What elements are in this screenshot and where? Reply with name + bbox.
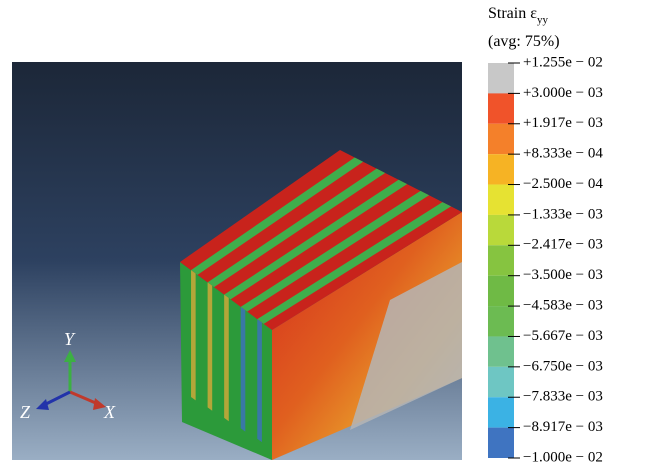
legend-title: Strain εyy xyxy=(488,5,548,26)
legend-swatch xyxy=(488,367,514,397)
axis-label-z: Z xyxy=(20,402,31,422)
legend-label: −1.000e − 02 xyxy=(523,449,603,465)
legend-swatch xyxy=(488,154,514,184)
page: {"legend": {"title_main": "Strain ε", "t… xyxy=(0,0,662,470)
legend-title-sub: yy xyxy=(537,14,549,26)
legend-swatch xyxy=(488,63,514,93)
legend-label: −8.917e − 03 xyxy=(523,419,603,435)
legend-swatch xyxy=(488,306,514,336)
front-stripe xyxy=(208,282,213,410)
legend-label: −3.500e − 03 xyxy=(523,267,603,283)
front-stripe xyxy=(224,295,229,422)
legend-swatch xyxy=(488,124,514,154)
legend-swatch xyxy=(488,245,514,275)
legend-swatch xyxy=(488,185,514,215)
legend-swatch xyxy=(488,336,514,366)
legend-swatch xyxy=(488,397,514,427)
legend-label: −2.500e − 04 xyxy=(523,176,603,192)
legend-label: −7.833e − 03 xyxy=(523,389,603,405)
front-stripe xyxy=(191,270,196,400)
legend-label: +8.333e − 04 xyxy=(523,146,603,162)
legend-swatch xyxy=(488,276,514,306)
legend-label: −1.333e − 03 xyxy=(523,206,603,222)
axis-label-x: X xyxy=(103,402,116,422)
legend-label: +1.917e − 03 xyxy=(523,115,603,131)
legend-label: −4.583e − 03 xyxy=(523,298,603,314)
legend-label: +3.000e − 03 xyxy=(523,85,603,101)
front-stripe xyxy=(241,307,246,432)
legend-title-main: Strain ε xyxy=(488,5,537,22)
legend-swatch xyxy=(488,215,514,245)
legend-swatch xyxy=(488,428,514,458)
legend-label: +1.255e − 02 xyxy=(523,54,603,70)
legend-label: −2.417e − 03 xyxy=(523,237,603,253)
legend-swatch xyxy=(488,93,514,123)
legend-label: −5.667e − 03 xyxy=(523,328,603,344)
screen: Y X Z Strain εyy (avg: 75%) +1.255e − 02… xyxy=(0,0,662,470)
legend-subtitle: (avg: 75%) xyxy=(488,33,560,50)
legend: +1.255e − 02 +3.000e − 03 +1.917e − 03 +8.3… xyxy=(488,54,603,465)
legend-label: −6.750e − 03 xyxy=(523,358,603,374)
front-stripe xyxy=(257,319,262,442)
